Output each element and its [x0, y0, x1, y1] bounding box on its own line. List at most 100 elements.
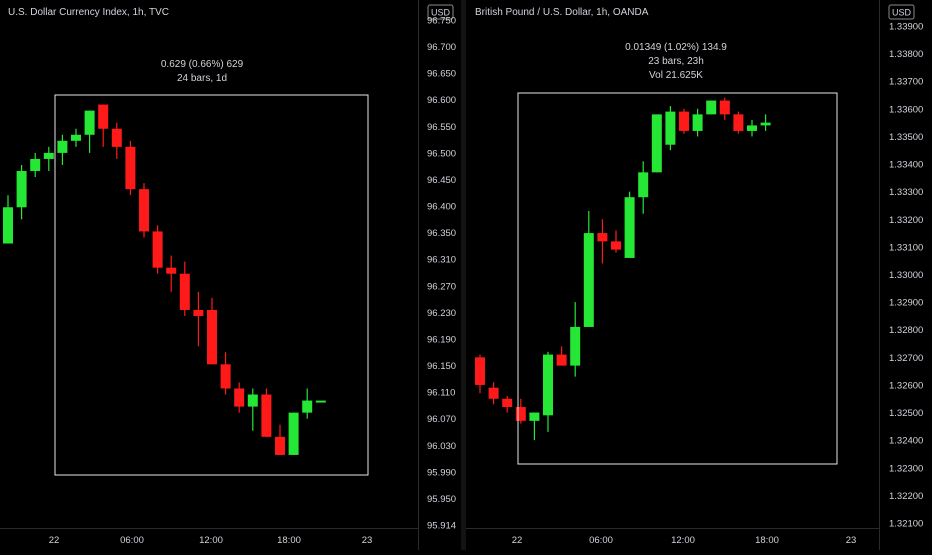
- price-tick-label: 1.32900: [889, 298, 923, 309]
- candle[interactable]: [288, 412, 299, 455]
- time-tick-label: 06:00: [589, 535, 613, 546]
- candle[interactable]: [679, 108, 689, 134]
- candle-body: [166, 267, 177, 274]
- price-tick-label: 1.32800: [889, 325, 923, 336]
- time-tick-label: 23: [846, 535, 857, 546]
- candle-body: [275, 436, 285, 455]
- candle[interactable]: [733, 111, 744, 134]
- price-tick-label: 1.32100: [889, 519, 923, 530]
- candle[interactable]: [651, 114, 662, 173]
- candle[interactable]: [611, 230, 621, 253]
- candle[interactable]: [57, 134, 68, 165]
- price-tick-label: 96.110: [427, 388, 455, 399]
- candle[interactable]: [760, 114, 771, 131]
- candle-body: [98, 104, 109, 129]
- candle[interactable]: [3, 195, 13, 244]
- candle-body: [515, 407, 526, 421]
- gbpusd-plot-area[interactable]: [475, 97, 771, 441]
- candle-body: [583, 233, 594, 327]
- candle-body: [207, 309, 217, 365]
- candle[interactable]: [502, 395, 513, 413]
- candle-body: [597, 233, 608, 242]
- candle-body: [247, 394, 258, 407]
- gbpusd-time-axis[interactable]: 22 06:00 12:00 18:00 23: [466, 528, 879, 547]
- candle[interactable]: [315, 400, 326, 403]
- price-tick-label: 96.230: [427, 308, 456, 319]
- candle[interactable]: [638, 161, 649, 214]
- candle[interactable]: [747, 119, 757, 137]
- candle[interactable]: [515, 398, 526, 424]
- candle-body: [692, 114, 703, 131]
- candle[interactable]: [125, 140, 136, 196]
- candle[interactable]: [475, 354, 485, 394]
- candle[interactable]: [583, 210, 594, 327]
- gbpusd-currency-badge[interactable]: [888, 4, 915, 20]
- gbpusd-currency-label: USD: [892, 8, 912, 18]
- candle[interactable]: [71, 128, 81, 147]
- candle[interactable]: [247, 388, 258, 431]
- candle[interactable]: [193, 291, 204, 347]
- candle-body: [475, 357, 485, 385]
- price-tick-label: 96.750: [427, 16, 456, 27]
- gbpusd-chart-panel[interactable]: British Pound / U.S. Dollar, 1h, OANDA 0…: [466, 7, 879, 546]
- candle[interactable]: [234, 382, 245, 413]
- candle[interactable]: [665, 106, 676, 151]
- dxy-currency-badge[interactable]: [427, 4, 454, 20]
- candle[interactable]: [220, 352, 231, 395]
- price-tick-label: 96.270: [427, 281, 456, 292]
- price-tick-label: 1.33100: [889, 242, 923, 253]
- candle[interactable]: [692, 108, 703, 137]
- candle[interactable]: [139, 183, 149, 238]
- dxy-plot-area[interactable]: [3, 104, 326, 455]
- candle[interactable]: [98, 104, 109, 147]
- price-tick-label: 1.33000: [889, 270, 923, 281]
- price-tick-label: 1.33200: [889, 215, 923, 226]
- candle-body: [706, 100, 717, 115]
- dxy-time-axis[interactable]: 22 06:00 12:00 18:00 23: [0, 528, 418, 547]
- candle[interactable]: [166, 255, 177, 292]
- time-tick-label: 18:00: [277, 535, 301, 546]
- gbpusd-price-axis[interactable]: USD 1.33900 1.33800 1.33700 1.33600 1.33500 1…: [888, 4, 923, 530]
- candle[interactable]: [597, 219, 608, 264]
- candle[interactable]: [16, 164, 27, 220]
- dxy-measure-box[interactable]: [54, 94, 369, 476]
- candle[interactable]: [529, 412, 540, 441]
- candle-body: [488, 387, 499, 399]
- candle[interactable]: [570, 302, 581, 377]
- candle[interactable]: [84, 110, 95, 153]
- candle-body: [611, 241, 621, 250]
- candle-body: [679, 111, 689, 131]
- pane-splitter[interactable]: [461, 0, 466, 550]
- candle[interactable]: [43, 146, 54, 172]
- candle[interactable]: [706, 100, 717, 115]
- candle[interactable]: [152, 225, 163, 274]
- candle[interactable]: [719, 97, 730, 120]
- gbpusd-measure-change: 0.01349 (1.02%) 134.9: [625, 42, 727, 53]
- candle[interactable]: [207, 297, 217, 365]
- candle[interactable]: [624, 191, 635, 258]
- candle-body: [125, 146, 136, 190]
- price-tick-label: 1.33300: [889, 187, 923, 198]
- candle-body: [529, 412, 540, 421]
- price-tick-label: 1.32200: [889, 491, 923, 502]
- candle-body: [16, 171, 27, 208]
- candle[interactable]: [556, 346, 567, 366]
- dxy-measure-change: 0.629 (0.66%) 629: [161, 59, 244, 70]
- candle-body: [43, 152, 54, 159]
- gbpusd-measure-box[interactable]: [517, 92, 838, 465]
- candle[interactable]: [302, 388, 313, 419]
- dxy-price-axis[interactable]: USD 96.750 96.700 96.650 96.600 96.550 96.500…: [427, 4, 456, 532]
- candle[interactable]: [275, 424, 285, 455]
- candle-body: [665, 111, 676, 145]
- candle[interactable]: [543, 351, 553, 432]
- candle[interactable]: [179, 261, 190, 316]
- candle-body: [234, 388, 245, 407]
- candle[interactable]: [111, 122, 122, 159]
- dxy-chart-panel[interactable]: U.S. Dollar Currency Index, 1h, TVC 0.62…: [0, 7, 418, 546]
- price-tick-label: 1.32300: [889, 463, 923, 474]
- candle-body: [179, 273, 190, 310]
- candle-body: [261, 394, 272, 437]
- candle[interactable]: [30, 152, 41, 178]
- candle[interactable]: [488, 382, 499, 405]
- candle[interactable]: [261, 388, 272, 437]
